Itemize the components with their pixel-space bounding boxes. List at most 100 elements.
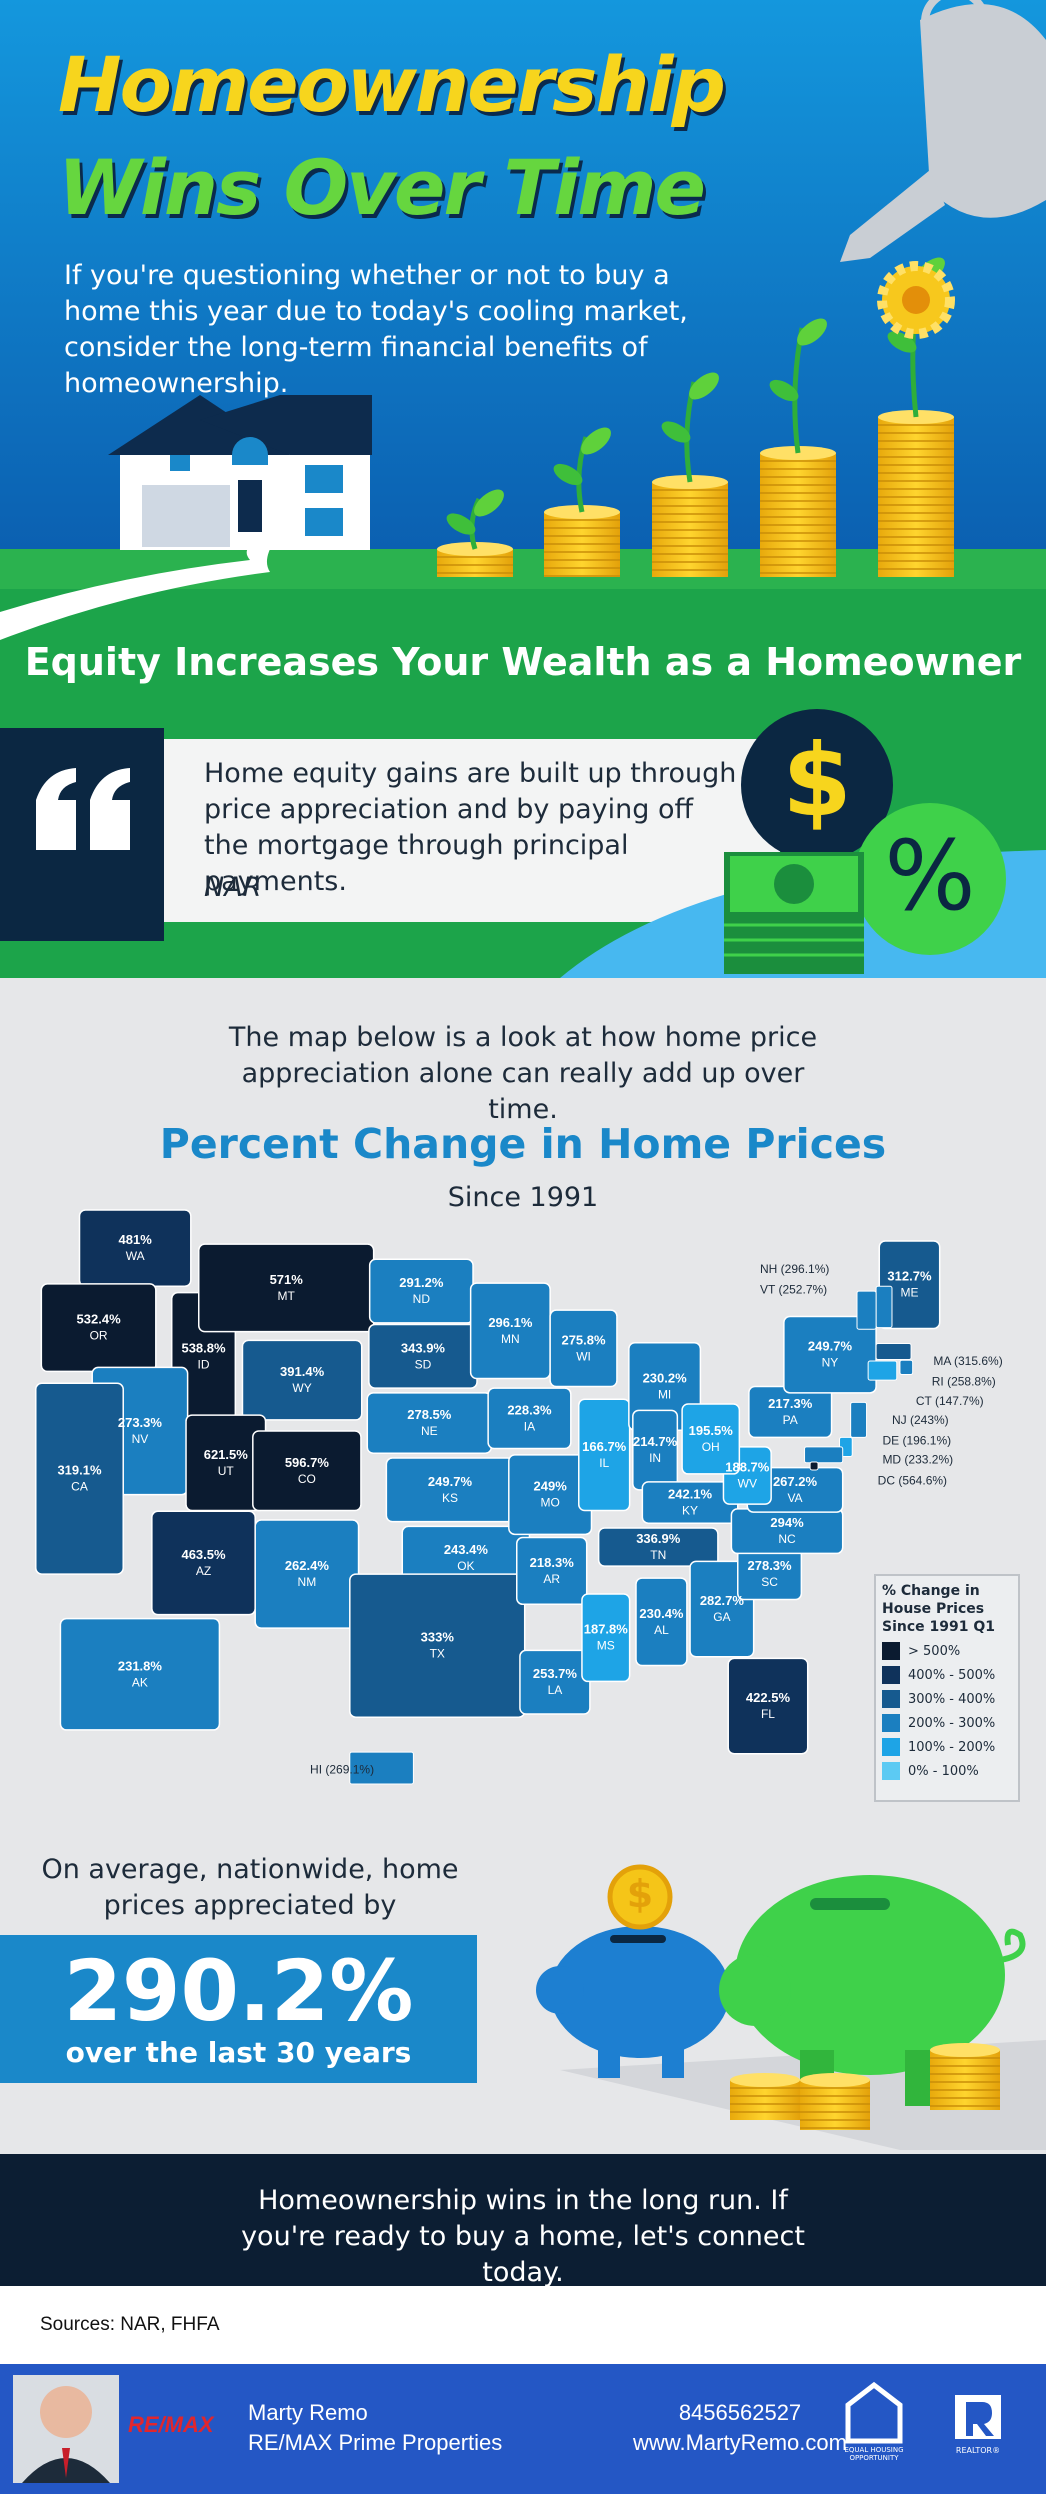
state-callout: CT (147.7%) <box>916 1394 984 1408</box>
legend-label: 300% - 400% <box>908 1691 996 1707</box>
state-abbr: ID <box>198 1357 210 1371</box>
average-caption: over the last 30 years <box>65 2036 412 2069</box>
state-callout: DE (196.1%) <box>882 1434 951 1448</box>
state-shape <box>867 1360 898 1381</box>
state-shape <box>40 1283 157 1373</box>
plant-leaf <box>689 372 719 400</box>
us-map: 481% WA 532.4% OR 538.8% ID 571% MT 391.4% WY 273.… <box>35 1209 1003 1785</box>
state-abbr: AZ <box>196 1564 211 1578</box>
coin-stacks <box>730 2043 1000 2130</box>
legend-label: 0% - 100% <box>908 1763 979 1779</box>
state-abbr: LA <box>548 1683 563 1697</box>
sources: Sources: NAR, FHFA <box>40 2314 220 2335</box>
state-shape <box>519 1649 591 1715</box>
state-abbr: GA <box>713 1610 730 1624</box>
state-shape <box>727 1657 809 1755</box>
state-abbr: AR <box>543 1572 560 1586</box>
state-callout: MA (315.6%) <box>933 1354 1002 1368</box>
plant-leaf <box>553 463 583 486</box>
plant-leaf <box>887 331 917 353</box>
legend-item: 100% - 200% <box>882 1738 1012 1756</box>
state-abbr: ME <box>900 1286 918 1300</box>
state-abbr: SD <box>415 1357 432 1371</box>
state-value: 278.5% <box>407 1407 452 1422</box>
legend-swatch <box>882 1714 900 1732</box>
state-abbr: IN <box>649 1451 661 1465</box>
average-lead: On average, nationwide, home prices appr… <box>41 1854 459 1921</box>
agent-company: RE/MAX Prime Properties <box>248 2430 503 2455</box>
state-value: 319.1% <box>57 1463 102 1478</box>
state-value: 166.7% <box>582 1439 627 1454</box>
map-intro: The map below is a look at how home pric… <box>228 1022 818 1125</box>
state-value: 228.3% <box>507 1402 552 1417</box>
coin-top <box>800 2073 870 2087</box>
state-shape <box>875 1343 912 1360</box>
state-shape <box>366 1392 493 1455</box>
state-value: 214.7% <box>633 1434 678 1449</box>
state-abbr: MN <box>501 1332 520 1346</box>
state-abbr: KY <box>682 1504 698 1518</box>
intro: If you're questioning whether or not to … <box>64 260 688 399</box>
state-shape <box>349 1751 414 1785</box>
coin-stack <box>930 2050 1000 2110</box>
state-callout: NH (296.1%) <box>760 1262 829 1276</box>
state-value: 267.2% <box>773 1474 818 1489</box>
state-shape <box>804 1446 844 1464</box>
plant-leaf <box>797 318 827 346</box>
state-value: 296.1% <box>488 1315 533 1330</box>
state-shape <box>368 1323 478 1389</box>
dollar-icon: $ <box>782 722 852 839</box>
state-abbr: OH <box>702 1440 720 1454</box>
legend-item: 200% - 300% <box>882 1714 1012 1732</box>
state-shape <box>748 1385 833 1439</box>
legend-item: 0% - 100% <box>882 1762 1012 1780</box>
coin-top <box>730 2073 800 2087</box>
state-abbr: SC <box>761 1575 778 1589</box>
percent-icon: % <box>884 820 976 932</box>
state-abbr: UT <box>218 1464 235 1478</box>
state-callout: VT (252.7%) <box>760 1282 827 1296</box>
watering-can <box>840 0 1046 262</box>
state-value: 481% <box>119 1232 153 1247</box>
coin-symbol: $ <box>626 1872 654 1916</box>
state-shape <box>856 1290 877 1330</box>
state-abbr: CO <box>298 1472 316 1486</box>
state-callout: MD (233.2%) <box>882 1453 953 1467</box>
state-shape <box>35 1382 124 1575</box>
state-abbr: WI <box>576 1349 591 1363</box>
legend-label: 400% - 500% <box>908 1667 996 1683</box>
agent-name: Marty Remo <box>248 2400 368 2425</box>
state-value: 249% <box>534 1479 568 1494</box>
state-value: 249.7% <box>808 1339 853 1354</box>
state-callout: RI (258.8%) <box>932 1375 996 1389</box>
state-shape <box>59 1617 221 1731</box>
state-abbr: WY <box>292 1381 311 1395</box>
state-value: 532.4% <box>77 1312 122 1327</box>
legend-swatch <box>882 1762 900 1780</box>
state-shape <box>241 1339 363 1421</box>
state-abbr: OR <box>90 1329 108 1343</box>
state-shape <box>635 1577 688 1667</box>
state-abbr: NE <box>421 1424 438 1438</box>
state-value: 231.8% <box>118 1658 163 1673</box>
state-value: 273.3% <box>118 1415 163 1430</box>
state-value: 571% <box>270 1272 304 1287</box>
state-shape <box>198 1243 375 1333</box>
coin-stack <box>760 453 836 577</box>
state-abbr: NY <box>822 1356 839 1370</box>
state-abbr: NM <box>298 1575 317 1589</box>
state-value: 278.3% <box>748 1558 793 1573</box>
title-line: Wins Over Time <box>58 143 706 232</box>
legend-swatch <box>882 1690 900 1708</box>
state-value: 217.3% <box>768 1396 813 1411</box>
state-abbr: MS <box>597 1639 615 1653</box>
flower-center <box>902 286 930 314</box>
state-value: 391.4% <box>280 1364 325 1379</box>
legend: % Change in House Prices Since 1991 Q1 >… <box>874 1574 1020 1802</box>
state-shape <box>632 1409 679 1491</box>
attribution: NAR <box>204 872 262 903</box>
state-abbr: KS <box>442 1491 458 1505</box>
state-value: 336.9% <box>636 1531 681 1546</box>
coin-top <box>930 2043 1000 2057</box>
